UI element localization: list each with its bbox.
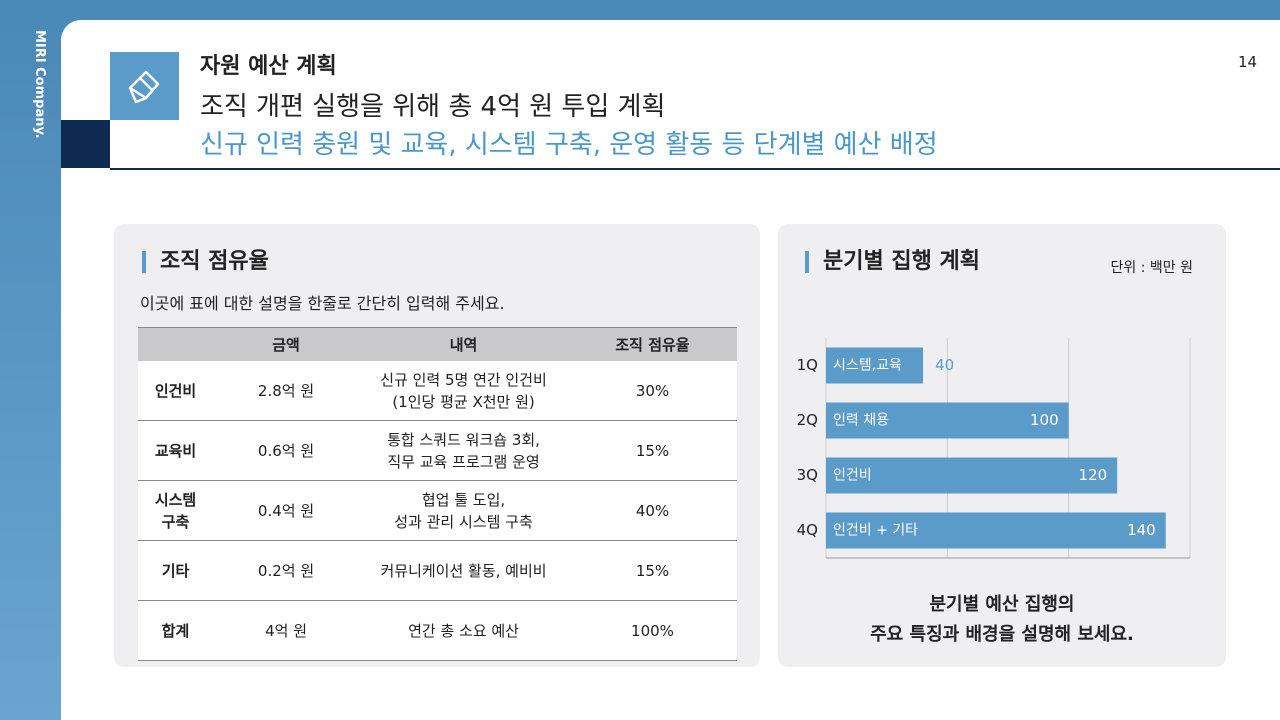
panel-title: 조직 점유율 [142, 251, 269, 273]
header-icon [110, 52, 179, 120]
table-row: 시스템 구축 0.4억 원 협업 툴 도입, 성과 관리 시스템 구축 40% [138, 480, 737, 541]
table-row: 인건비 2.8억 원 신규 인력 5명 연간 인건비 (1인당 평균 X천만 원) 3… [138, 361, 737, 421]
column-header: 조직 점유율 [568, 327, 737, 361]
table-cell: 4억 원 [213, 600, 360, 661]
table-cell: 시스템 구축 [138, 480, 214, 541]
table-cell: 0.2억 원 [213, 540, 360, 601]
table-cell: 2.8억 원 [213, 361, 360, 421]
header-block [61, 120, 110, 168]
table-cell: 연간 총 소요 예산 [359, 600, 568, 661]
caption: 분기별 예산 집행의 주요 특징과 배경을 설명해 보세요. [778, 590, 1226, 650]
caption-line: 분기별 예산 집행의 [929, 594, 1075, 615]
header-row: 금액 내역 조직 점유율 [138, 327, 737, 361]
brand: MIRI Company. [32, 30, 47, 139]
table-cell: 협업 툴 도입, 성과 관리 시스템 구축 [359, 480, 568, 541]
bar [826, 347, 924, 384]
panel-title: 분기별 집행 계획 [805, 251, 980, 273]
bar-chart: 1Q 시스템,교육 40 2Q 인력 채용 100 3Q 인건비 120 4Q 인건비 + 기타 14… [797, 338, 1191, 559]
caption-line: 주요 특징과 배경을 설명해 보세요. [870, 624, 1134, 645]
value-label: 120 [1079, 466, 1108, 484]
table-row: 기타 0.2억 원 커뮤니케이션 활동, 예비비 15% [138, 540, 737, 601]
table-row: 교육비 0.6억 원 통합 스쿼드 워크숍 3회, 직무 교육 프로그램 운영 15% [138, 420, 737, 481]
table-cell: 합계 [138, 600, 214, 661]
table-cell: 신규 인력 5명 연간 인건비 (1인당 평균 X천만 원) [359, 361, 568, 421]
table-cell: 15% [568, 540, 737, 601]
icon [128, 70, 160, 104]
unit-label: 단위 : 백만 원 [1110, 260, 1193, 276]
bar [826, 402, 1069, 439]
table-row: 합계 4억 원 연간 총 소요 예산 100% [138, 600, 737, 661]
bar-label: 인건비 [833, 468, 872, 484]
table-cell: 0.4억 원 [213, 480, 360, 541]
table-cell: 기타 [138, 540, 214, 601]
value-label: 140 [1127, 521, 1156, 539]
category-label: 3Q [797, 466, 818, 484]
table-cell: 통합 스쿼드 워크숍 3회, 직무 교육 프로그램 운영 [359, 420, 568, 481]
page-number: 14 [1238, 53, 1258, 71]
table-cell: 100% [568, 600, 737, 661]
table-cell: 30% [568, 361, 737, 421]
bar [826, 512, 1166, 549]
column-header: 금액 [213, 327, 360, 361]
table-cell: 15% [568, 420, 737, 481]
table-cell: 40% [568, 480, 737, 541]
bar-label: 시스템,교육 [833, 358, 902, 374]
column-header [138, 327, 214, 361]
headline: 조직 개편 실행을 위해 총 4억 원 투입 계획 [200, 92, 666, 122]
right-panel [778, 224, 1226, 667]
bar-label: 인건비 + 기타 [833, 523, 918, 539]
value-label: 40 [935, 356, 954, 374]
table-cell: 커뮤니케이션 활동, 예비비 [359, 540, 568, 601]
subheadline: 신규 인력 충원 및 교육, 시스템 구축, 운영 활동 등 단계별 예산 배정 [200, 130, 938, 160]
value-label: 100 [1030, 411, 1059, 429]
column-header: 내역 [359, 327, 568, 361]
header-rule [110, 168, 1280, 170]
category-label: 2Q [797, 411, 818, 429]
table-cell: 인건비 [138, 361, 214, 421]
category-label: 4Q [797, 521, 818, 539]
bar [826, 457, 1118, 494]
table-cell: 교육비 [138, 420, 214, 481]
bar-label: 인력 채용 [833, 413, 889, 429]
category-label: 1Q [797, 356, 818, 374]
header-title: 자원 예산 계획 [200, 54, 337, 79]
panel-description: 이곳에 표에 대한 설명을 한줄로 간단히 입력해 주세요. [140, 294, 505, 313]
table-wrap: 금액 내역 조직 점유율 인건비 2.8억 원 신규 인력 5명 연간 인건비 (1인당 … [138, 327, 737, 661]
table-cell: 0.6억 원 [213, 420, 360, 481]
budget-table: 금액 내역 조직 점유율 인건비 2.8억 원 신규 인력 5명 연간 인건비 (1인당 … [138, 327, 737, 661]
